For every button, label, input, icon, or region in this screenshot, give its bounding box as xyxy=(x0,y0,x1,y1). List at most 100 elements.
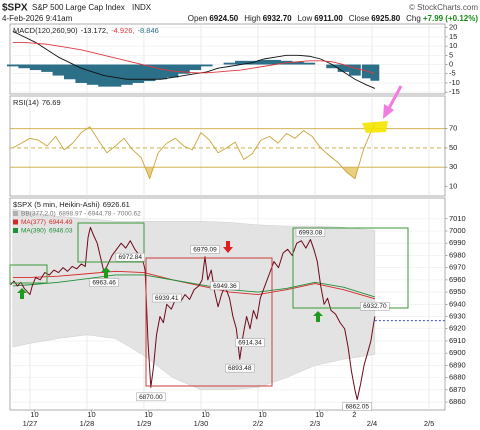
red-box xyxy=(145,257,273,387)
x-date-label: 2/2 xyxy=(253,419,263,428)
green-box xyxy=(292,227,409,309)
y-tick-label: 6920 xyxy=(449,324,466,333)
quote-label: Open xyxy=(188,14,208,23)
quote: Open 6924.50 High 6932.70 Low 6911.00 Close 692… xyxy=(188,14,479,23)
x-date-label: 1/30 xyxy=(194,419,209,428)
x-hour-label: 10 xyxy=(87,410,95,419)
highlight xyxy=(362,121,388,133)
exchange: INDX xyxy=(132,3,152,12)
series-line xyxy=(12,274,376,298)
legend-swatch xyxy=(13,211,18,216)
series-line xyxy=(12,270,376,300)
histogram-bar xyxy=(337,64,350,72)
quote-value: +7.99 (+0.12%) xyxy=(423,14,478,23)
histogram-bar xyxy=(75,64,88,83)
histogram-bar xyxy=(18,64,31,69)
histogram-bar xyxy=(41,64,53,72)
annotation-label: 6870.00 xyxy=(139,394,163,401)
quote-label: Chg xyxy=(406,14,421,23)
pink-arrow-head xyxy=(383,104,394,119)
annotation-label: 6862.05 xyxy=(345,404,369,411)
annotation-box xyxy=(210,281,240,291)
annotation-label: 6979.09 xyxy=(193,247,217,254)
y-tick-label: 6910 xyxy=(449,336,466,345)
annotation-label: 6972.84 xyxy=(119,254,143,261)
x-date-label: 2/4 xyxy=(367,419,377,428)
y-tick-label: 6870 xyxy=(449,385,466,394)
annotation-label: 6932.70 xyxy=(363,303,387,310)
legend-value: -8.846 xyxy=(138,26,159,35)
histogram-bar xyxy=(349,64,361,76)
y-tick-label: 0 xyxy=(449,60,453,69)
panel xyxy=(9,95,446,197)
x-date-label: 1/27 xyxy=(23,419,38,428)
green-box xyxy=(9,264,48,284)
annotation-label: 6893.48 xyxy=(228,365,252,372)
source: © StockCharts.com xyxy=(409,3,478,12)
quote-label: High xyxy=(244,14,260,23)
y-tick-label: 5 xyxy=(449,50,453,59)
series-line xyxy=(10,226,376,401)
y-tick-label: 50 xyxy=(449,143,457,152)
legend-swatch xyxy=(13,219,18,225)
down-arrow xyxy=(223,241,233,253)
y-tick-label: 7010 xyxy=(449,214,466,223)
x-hour-label: 10 xyxy=(201,410,209,419)
annotation-box xyxy=(115,252,145,262)
annotation-box xyxy=(360,301,390,311)
up-arrow xyxy=(313,311,323,322)
histogram-bar xyxy=(132,64,145,83)
last-value: 76.69 xyxy=(42,98,61,107)
histogram-bar xyxy=(155,64,167,80)
histogram-bar xyxy=(257,59,270,65)
annotation-box xyxy=(152,293,182,303)
histogram-bar xyxy=(6,64,19,67)
y-tick-label: 30 xyxy=(449,162,457,171)
annotation-label: 6949.36 xyxy=(213,283,237,290)
legend-value: 6946.03 xyxy=(49,227,73,234)
histogram-bar xyxy=(86,64,99,85)
y-tick-label: 6980 xyxy=(449,250,466,259)
x-hour-label: 10 xyxy=(258,410,266,419)
histogram-bar xyxy=(109,64,122,87)
legend-name: MA(390) xyxy=(21,227,46,234)
datetime: 4-Feb-2026 9:41am xyxy=(2,14,73,23)
quote-value: 6925.80 xyxy=(371,14,400,23)
last-value: 6926.61 xyxy=(103,200,130,209)
panel-legend: MACD(120,260,90) -13.172, -4.926, -8.846 xyxy=(13,26,159,35)
x-date-label: 1/29 xyxy=(137,419,152,428)
y-tick-label: 20 xyxy=(449,23,457,32)
annotations-drawn xyxy=(9,85,409,387)
annotation-label: 6914.34 xyxy=(238,340,262,347)
y-tick-label: -15 xyxy=(449,87,460,96)
y-tick-label: 6990 xyxy=(449,238,466,247)
legend-name: BB(377,2.0) xyxy=(21,210,56,217)
x-hour-label: 10 xyxy=(315,410,323,419)
y-tick-label: 70 xyxy=(449,124,457,133)
x-hour-label: 10 xyxy=(30,410,38,419)
y-tick-label: 6960 xyxy=(449,275,466,284)
annotation-box xyxy=(89,278,119,287)
annotation-box xyxy=(190,245,220,254)
header: $SPX S&P 500 Large Cap Index INDX © Stoc… xyxy=(2,3,478,23)
histogram-bar xyxy=(292,61,304,65)
up-arrow xyxy=(17,288,27,299)
quote-label: Low xyxy=(298,14,313,23)
annotation-label: 6993.08 xyxy=(299,229,323,236)
series-line xyxy=(12,30,376,89)
lines xyxy=(10,30,445,401)
legend-entry: MA(377) 6944.49 xyxy=(21,219,73,226)
histogram-bar xyxy=(326,64,338,69)
y-tick-label: 6880 xyxy=(449,373,466,382)
x-hour-label: 2 xyxy=(352,410,356,419)
y-tick-label: 6970 xyxy=(449,263,466,272)
annotation-label: 6963.46 xyxy=(92,280,116,287)
y-tick-label: 15 xyxy=(449,32,457,41)
y-tick-label: 7000 xyxy=(449,226,466,235)
histogram-bar xyxy=(178,64,190,74)
quote-value: 6911.00 xyxy=(314,14,343,23)
series-line xyxy=(12,121,376,180)
histogram-bar xyxy=(200,64,213,67)
